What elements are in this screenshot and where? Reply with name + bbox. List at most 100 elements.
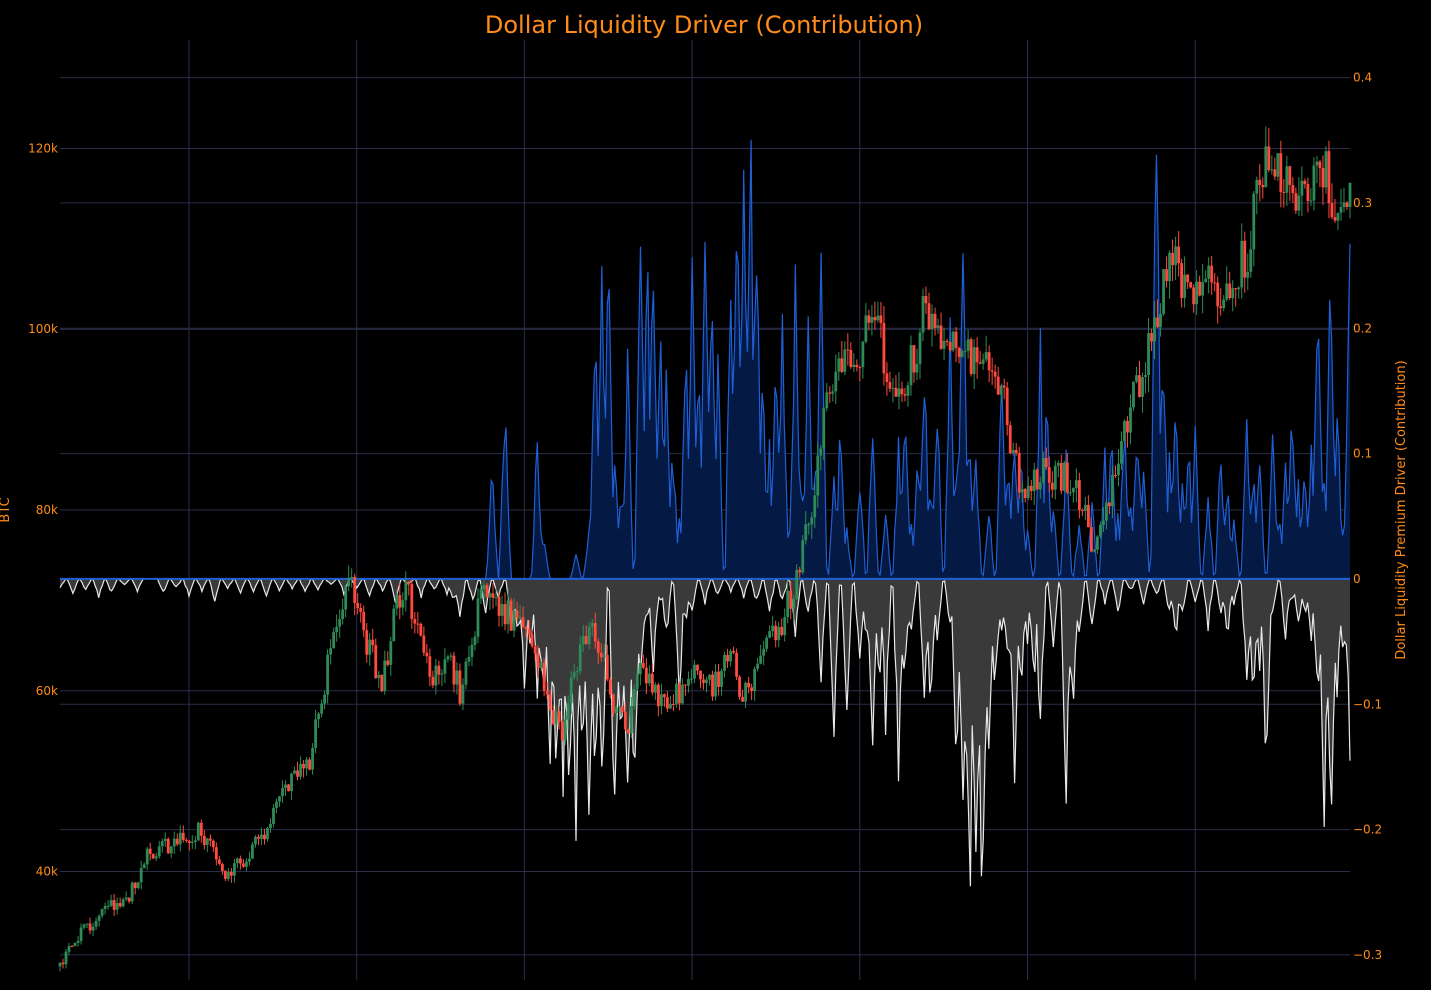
btc-candle-body xyxy=(945,340,949,343)
btc-candle-body xyxy=(1276,153,1280,177)
btc-candle-body xyxy=(1029,485,1033,492)
btc-candle-body xyxy=(1099,525,1102,537)
btc-candle-body xyxy=(762,648,766,656)
btc-candle-body xyxy=(1312,165,1316,201)
btc-candle-body xyxy=(1348,182,1352,207)
btc-candle-body xyxy=(717,671,720,687)
btc-candle-body xyxy=(1056,462,1060,466)
btc-candle-body xyxy=(1141,377,1144,397)
btc-candle-body xyxy=(278,796,281,802)
btc-candle-body xyxy=(990,370,994,372)
btc-candle-body xyxy=(365,630,369,655)
btc-candle-body xyxy=(521,617,525,627)
btc-candle-body xyxy=(329,648,333,655)
btc-candle-body xyxy=(64,951,68,965)
candle-layer xyxy=(58,126,1352,972)
btc-candle-body xyxy=(1303,180,1307,185)
btc-candle-body xyxy=(401,600,405,608)
liquidity-positive-fill xyxy=(60,139,1350,579)
btc-candle-body xyxy=(389,641,393,665)
btc-candle-body xyxy=(347,577,351,587)
btc-candle-body xyxy=(614,707,618,714)
btc-candle-body xyxy=(626,729,630,734)
btc-candle-body xyxy=(575,671,579,673)
btc-candle-body xyxy=(1065,462,1069,493)
btc-candle-body xyxy=(759,655,763,664)
btc-candle-body xyxy=(705,679,708,684)
btc-candle-body xyxy=(632,689,636,707)
btc-candle-body xyxy=(548,694,552,711)
btc-candle-body xyxy=(151,853,155,859)
y-right-tick-label: −0.2 xyxy=(1353,823,1382,837)
btc-candle-body xyxy=(578,644,582,672)
btc-candle-body xyxy=(1020,489,1024,493)
btc-candle-body xyxy=(1150,333,1153,342)
btc-candle-body xyxy=(672,703,675,705)
btc-candle-body xyxy=(960,351,964,357)
btc-candle-body xyxy=(551,710,555,725)
btc-candle-body xyxy=(750,687,754,691)
btc-candle-body xyxy=(1062,462,1066,491)
btc-candle-body xyxy=(569,677,573,704)
btc-candle-body xyxy=(431,676,435,686)
btc-candle-body xyxy=(909,345,913,386)
btc-candle-body xyxy=(353,576,357,603)
btc-candle-body xyxy=(287,784,290,792)
btc-candle-body xyxy=(260,834,263,839)
btc-candle-body xyxy=(1216,282,1220,307)
btc-candle-body xyxy=(903,394,907,396)
btc-candle-body xyxy=(1219,306,1223,309)
btc-candle-body xyxy=(476,598,480,637)
btc-candle-body xyxy=(380,674,384,692)
btc-candle-body xyxy=(269,823,272,829)
btc-candle-body xyxy=(846,349,850,351)
btc-candle-body xyxy=(1096,536,1099,550)
btc-candle-body xyxy=(563,719,567,741)
btc-candle-body xyxy=(239,858,242,864)
btc-candle-body xyxy=(993,371,997,377)
btc-candle-body xyxy=(1264,146,1268,188)
btc-candle-body xyxy=(1032,469,1036,492)
btc-candle-body xyxy=(587,626,591,645)
btc-candle-body xyxy=(1336,212,1340,221)
btc-candle-body xyxy=(693,664,696,679)
btc-candle-body xyxy=(100,909,104,916)
btc-candle-body xyxy=(121,899,125,907)
btc-candle-body xyxy=(118,903,122,907)
btc-candle-body xyxy=(178,832,182,845)
btc-candle-body xyxy=(506,600,510,625)
btc-candle-body xyxy=(446,656,450,660)
btc-candle-body xyxy=(362,611,366,631)
btc-candle-body xyxy=(1294,193,1298,211)
btc-candle-body xyxy=(681,684,684,704)
btc-candle-body xyxy=(1165,269,1168,282)
btc-candle-body xyxy=(972,347,976,375)
btc-candle-body xyxy=(419,623,423,636)
y-left-tick-label: 120k xyxy=(28,141,58,155)
btc-candle-body xyxy=(951,331,955,351)
btc-candle-body xyxy=(142,864,146,869)
btc-candle-body xyxy=(1053,465,1057,490)
btc-candle-body xyxy=(494,596,498,598)
btc-candle-body xyxy=(855,364,859,368)
btc-candle-body xyxy=(834,371,838,392)
btc-candle-body xyxy=(88,923,92,931)
btc-candle-body xyxy=(497,596,501,616)
btc-candle-body xyxy=(1126,420,1129,433)
btc-candle-body xyxy=(356,602,360,609)
btc-candle-body xyxy=(756,663,760,669)
btc-candle-body xyxy=(963,351,967,353)
btc-candle-body xyxy=(798,569,802,573)
btc-candle-body xyxy=(344,586,348,610)
btc-candle-body xyxy=(1270,169,1274,171)
btc-candle-body xyxy=(1105,502,1108,521)
btc-candle-body xyxy=(79,927,83,941)
btc-candle-body xyxy=(861,341,865,368)
btc-candle-body xyxy=(659,694,663,707)
btc-candle-body xyxy=(1080,510,1084,512)
btc-candle-body xyxy=(647,673,651,684)
btc-candle-body xyxy=(320,703,324,714)
btc-candle-body xyxy=(873,317,877,321)
btc-candle-body xyxy=(452,655,456,685)
btc-candle-body xyxy=(813,495,817,518)
